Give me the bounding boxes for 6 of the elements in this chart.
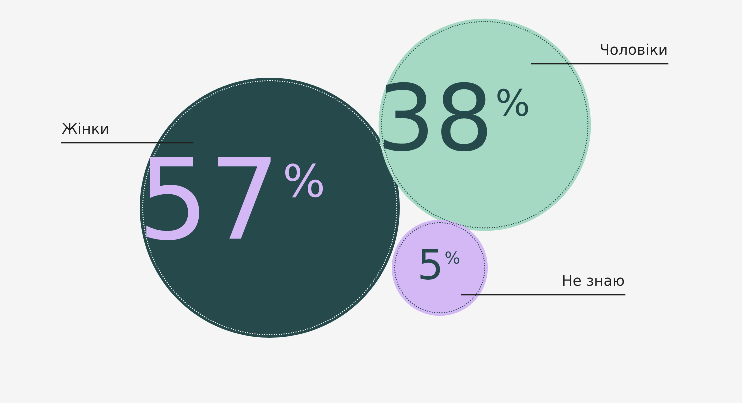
data-label: 5%: [420, 249, 460, 280]
category-label: Не знаю: [563, 275, 624, 286]
data-label: 57%: [146, 157, 324, 240]
category-label: Чоловіки: [601, 44, 667, 56]
data-label: 38%: [384, 82, 528, 152]
category-label: Жінки: [62, 122, 108, 134]
